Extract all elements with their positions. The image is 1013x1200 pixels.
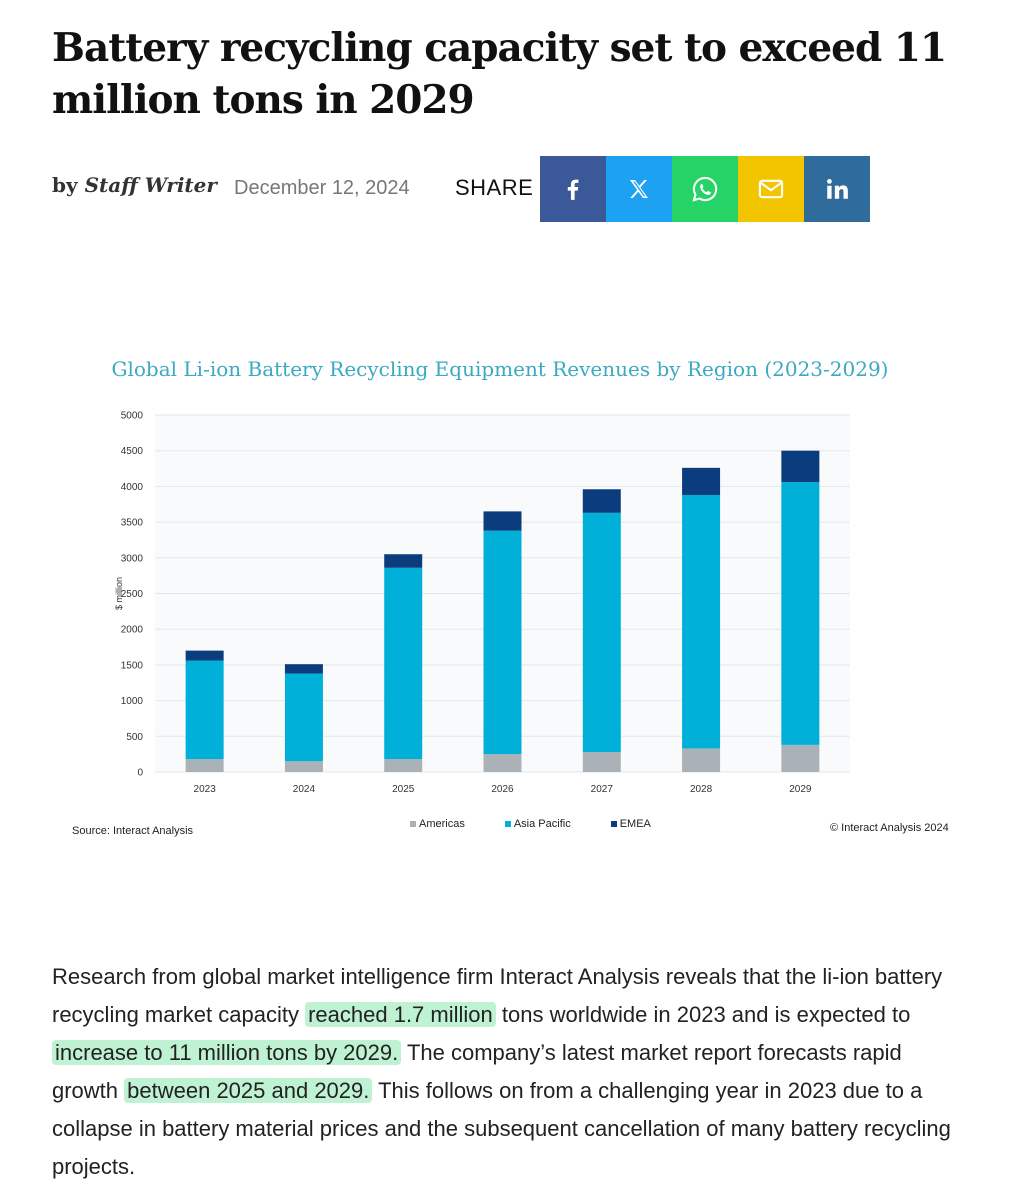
highlight-3: between 2025 and 2029.: [124, 1078, 373, 1103]
legend-item-emea: EMEA: [610, 818, 651, 830]
article-headline: Battery recycling capacity set to exceed…: [52, 25, 947, 123]
byline-prefix: by: [52, 173, 85, 197]
y-tick-label: 4500: [121, 446, 144, 457]
chart-copyright: © Interact Analysis 2024: [830, 822, 949, 834]
chart-title: Global Li-ion Battery Recycling Equipmen…: [111, 357, 889, 381]
bar-segment-americas: [582, 752, 621, 772]
x-tick-label: 2027: [591, 784, 614, 795]
bar-segment-asia-pacific: [384, 567, 423, 760]
bar-segment-asia-pacific: [682, 494, 721, 749]
share-label: SHARE: [455, 175, 534, 200]
share-buttons: [540, 156, 870, 222]
x-tick-label: 2026: [491, 784, 514, 795]
y-tick-label: 500: [126, 732, 143, 743]
chart-legend: Americas Asia Pacific EMEA: [410, 818, 651, 830]
bar-segment-emea: [483, 511, 522, 531]
y-tick-label: 3000: [121, 553, 144, 564]
x-tick-label: 2023: [194, 784, 217, 795]
article-body: Research from global market intelligence…: [52, 958, 957, 1186]
legend-swatch: [610, 821, 617, 827]
y-tick-label: 1000: [121, 696, 144, 707]
chart-source: Source: Interact Analysis: [72, 825, 194, 837]
y-axis-label: $ million: [114, 577, 124, 610]
facebook-icon: [567, 179, 579, 200]
chart-figure: Global Li-ion Battery Recycling Equipmen…: [60, 345, 960, 845]
publish-date: December 12, 2024: [234, 177, 410, 199]
share-whatsapp-button[interactable]: [672, 156, 738, 222]
bar-segment-asia-pacific: [185, 660, 224, 760]
body-text-2: tons worldwide in 2023 and is expected t…: [495, 1002, 911, 1027]
bar-segment-americas: [384, 759, 423, 772]
y-tick-label: 0: [137, 768, 143, 779]
bar-segment-americas: [483, 754, 522, 772]
share-x-button[interactable]: [606, 156, 672, 222]
bar-segment-americas: [185, 759, 224, 772]
share-linkedin-button[interactable]: [804, 156, 870, 222]
highlight-1: reached 1.7 million: [305, 1002, 496, 1027]
bar-segment-emea: [582, 489, 621, 513]
bar-segment-emea: [384, 554, 423, 568]
bar-segment-asia-pacific: [284, 673, 323, 762]
bar-segment-americas: [781, 744, 820, 772]
highlight-2: increase to 11 million tons by 2029.: [52, 1040, 402, 1065]
legend-label: Asia Pacific: [513, 818, 571, 830]
bar-segment-emea: [781, 450, 820, 483]
x-icon: [630, 180, 648, 198]
share-email-button[interactable]: [738, 156, 804, 222]
x-tick-label: 2028: [690, 784, 713, 795]
y-tick-label: 3500: [121, 518, 144, 529]
author-link[interactable]: Staff Writer: [84, 173, 217, 197]
bar-segment-emea: [185, 650, 224, 661]
body-text-3: The company’s latest market report forec…: [52, 1040, 902, 1103]
y-tick-label: 4000: [121, 482, 144, 493]
legend-label: Americas: [419, 818, 465, 830]
y-tick-label: 2000: [121, 625, 144, 636]
bar-segment-asia-pacific: [781, 482, 820, 745]
byline: by Staff Writer: [52, 173, 217, 197]
x-tick-label: 2025: [392, 784, 415, 795]
whatsapp-icon: [692, 176, 718, 202]
legend-swatch: [504, 821, 511, 827]
y-tick-label: 1500: [121, 660, 144, 671]
byline-bar: by Staff Writer December 12, 2024 SHARE: [52, 156, 952, 222]
bar-segment-emea: [682, 467, 721, 495]
bar-segment-asia-pacific: [483, 530, 522, 755]
linkedin-icon: [827, 179, 848, 199]
y-tick-label: 5000: [121, 411, 144, 422]
bar-segment-americas: [682, 748, 721, 772]
bar-segment-emea: [284, 664, 323, 674]
body-text-4: This follows on from a challenging year …: [52, 1078, 951, 1179]
mail-icon: [758, 179, 784, 199]
share-facebook-button[interactable]: [540, 156, 606, 222]
legend-item-americas: Americas: [410, 818, 465, 830]
y-tick-label: 2500: [121, 589, 144, 600]
bar-segment-asia-pacific: [582, 512, 621, 753]
x-tick-label: 2029: [789, 784, 812, 795]
bar-segment-americas: [284, 761, 323, 772]
legend-item-asia-pacific: Asia Pacific: [504, 818, 571, 830]
legend-swatch: [410, 821, 416, 827]
x-tick-label: 2024: [293, 784, 316, 795]
body-text-1: Research from global market intelligence…: [52, 964, 943, 1027]
stacked-bar-chart: 0 500 1000 1500 2000 2500 3000 3500 4000 4500 5000…: [114, 411, 850, 795]
legend-label: EMEA: [619, 818, 651, 830]
